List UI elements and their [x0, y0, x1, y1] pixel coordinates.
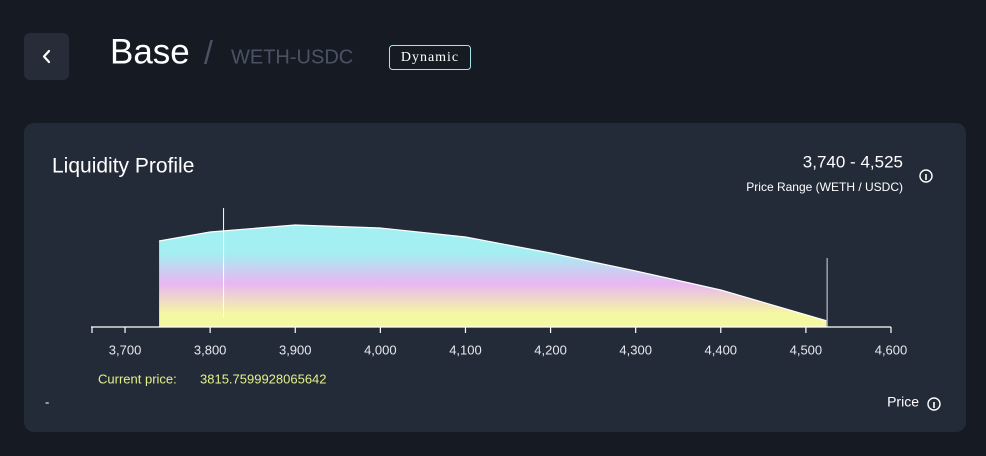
- x-tick-label: 4,300: [619, 342, 652, 357]
- separator: /: [204, 34, 213, 70]
- price-range: 3,740 - 4,525: [803, 152, 903, 171]
- info-circle[interactable]: [919, 169, 933, 183]
- info-icon[interactable]: [919, 169, 933, 183]
- back-button-bg[interactable]: [24, 33, 69, 80]
- x-tick-label: 4,100: [449, 342, 482, 357]
- badge-text: Dynamic: [401, 50, 459, 65]
- x-tick-label: 4,000: [364, 342, 397, 357]
- x-tick-label: 4,400: [705, 342, 738, 357]
- badge: [389, 45, 471, 70]
- x-tick-label: 3,700: [109, 342, 142, 357]
- pair-name: WETH-USDC: [231, 46, 353, 68]
- footer-left: -: [45, 394, 49, 409]
- current-price-value: 3815.7599928065642: [200, 371, 327, 386]
- page-title: Base: [110, 32, 190, 71]
- x-tick-label: 4,500: [790, 342, 823, 357]
- info-circle[interactable]: [927, 397, 941, 411]
- card-title: Liquidity Profile: [52, 155, 194, 178]
- liquidity-outline: [158, 224, 828, 322]
- x-tick-label: 4,200: [534, 342, 567, 357]
- footer-right: Price: [887, 394, 919, 410]
- x-tick-label: 3,900: [279, 342, 312, 357]
- x-tick-label: 4,600: [875, 342, 908, 357]
- x-tick-label: 3,800: [194, 342, 227, 357]
- back-button[interactable]: [24, 33, 69, 80]
- back-icon[interactable]: [42, 49, 51, 64]
- price-range-label: Price Range (WETH / USDC): [746, 180, 903, 194]
- liquidity-area: [159, 225, 828, 327]
- current-price-label: Current price:: [98, 371, 177, 386]
- info-icon[interactable]: [927, 397, 941, 411]
